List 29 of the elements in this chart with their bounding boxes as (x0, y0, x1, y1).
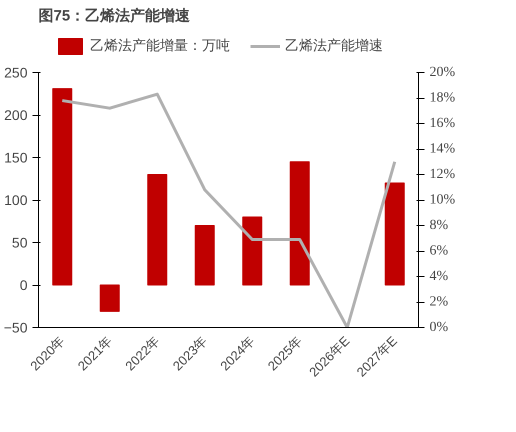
bar (290, 161, 310, 286)
y-tick-label: 50 (12, 234, 28, 250)
y2-tick-label: 18% (430, 90, 456, 106)
y-tick-label: 150 (4, 150, 28, 166)
bar (147, 174, 168, 286)
bar (194, 225, 215, 286)
line-series (60, 92, 396, 328)
bar (100, 284, 120, 312)
y-tick-label: 0 (20, 277, 28, 293)
y2-tick-label: 14% (430, 142, 456, 156)
bar (52, 88, 72, 286)
y-tick-label: 100 (4, 192, 28, 208)
y2-tick-label: 6% (430, 244, 448, 258)
legend-label: 乙烯法产能增量：万吨 (90, 36, 230, 54)
y-tick-label: 200 (4, 107, 28, 123)
chart-title: 图75：乙烯法产能增速 (38, 8, 192, 24)
legend-label: 乙烯法产能增速 (285, 36, 383, 54)
bar (242, 216, 262, 286)
y2-tick-label: 20% (430, 65, 456, 80)
y2-tick-label: 4% (430, 269, 448, 284)
y-tick-label: 250 (4, 64, 28, 80)
y2-tick-label: 16% (430, 116, 456, 131)
y2-tick-label: 2% (430, 294, 448, 310)
y2-tick-label: 8% (430, 218, 448, 233)
y2-tick-label: 12% (430, 167, 456, 182)
y-tick-label: −50 (4, 320, 28, 336)
y2-tick-label: 0% (430, 320, 448, 335)
bar (384, 182, 405, 286)
y2-tick-label: 10% (430, 192, 456, 208)
